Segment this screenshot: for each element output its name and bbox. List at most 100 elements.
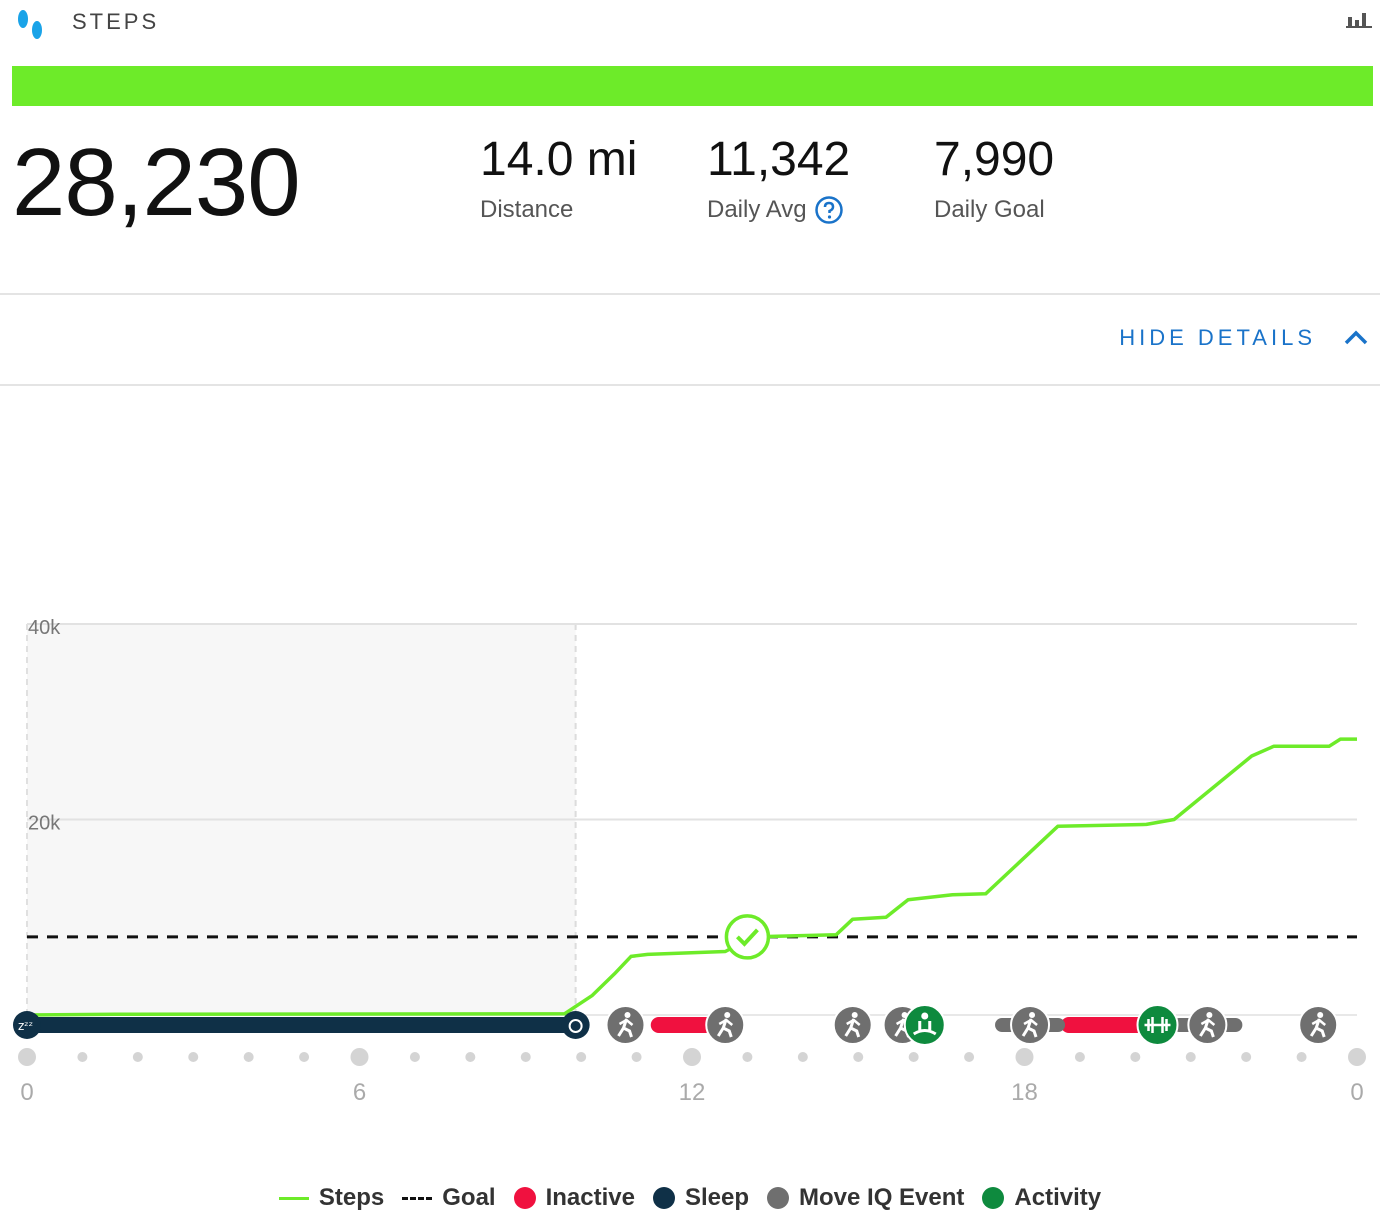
hour-dot bbox=[465, 1052, 476, 1062]
footsteps-icon bbox=[18, 10, 42, 39]
hour-dot bbox=[908, 1052, 919, 1062]
walker-head bbox=[624, 1012, 631, 1018]
legend-inactive: Inactive bbox=[513, 1184, 635, 1212]
legend-goal: Goal bbox=[402, 1184, 496, 1212]
hide-details-button[interactable]: HIDE DETAILS bbox=[1119, 325, 1316, 350]
walker-arms bbox=[1311, 1018, 1327, 1026]
legend-swatch bbox=[402, 1196, 433, 1200]
help-icon[interactable] bbox=[814, 196, 843, 224]
legend-activity: Activity bbox=[982, 1184, 1101, 1212]
hour-dot bbox=[1074, 1052, 1085, 1062]
page-title: STEPS bbox=[72, 9, 160, 34]
daily-goal-label: Daily Goal bbox=[934, 196, 1045, 223]
x-tick-label: 0 bbox=[20, 1079, 33, 1106]
total-steps: 28,230 bbox=[12, 129, 301, 236]
goal-reached-marker bbox=[724, 914, 771, 960]
walker-head bbox=[1029, 1012, 1036, 1018]
divider bbox=[0, 293, 1380, 295]
daily-goal-stat: 7,990 Daily Goal bbox=[934, 132, 1054, 224]
walker-head bbox=[1206, 1012, 1213, 1018]
hour-dot bbox=[18, 1048, 36, 1066]
walker-leg bbox=[1315, 1026, 1326, 1038]
walker-arms bbox=[1023, 1018, 1038, 1026]
legend-sleep: Sleep bbox=[652, 1184, 749, 1212]
meditation-icon bbox=[921, 1012, 929, 1020]
walker-arms bbox=[618, 1018, 634, 1026]
hour-dot bbox=[1241, 1052, 1252, 1062]
walking-icon bbox=[1298, 1005, 1339, 1045]
walker-head bbox=[851, 1012, 858, 1018]
walker-arms bbox=[846, 1018, 861, 1026]
hour-dot bbox=[576, 1052, 587, 1062]
steps-line bbox=[26, 737, 1357, 1017]
hour-dot bbox=[77, 1052, 88, 1062]
steps-header: STEPS bbox=[0, 0, 1380, 50]
x-tick-label: 0 bbox=[1350, 1079, 1363, 1106]
zzz-icon: zᶻᶻ bbox=[18, 1019, 33, 1033]
distance-stat: 14.0 mi Distance bbox=[480, 132, 637, 224]
distance-label: Distance bbox=[480, 196, 574, 223]
hour-dot bbox=[631, 1052, 642, 1062]
distance-value: 14.0 mi bbox=[480, 133, 638, 186]
legend-swatch bbox=[513, 1187, 536, 1209]
hour-dot bbox=[350, 1048, 369, 1066]
steps-chart: 40k 20k zᶻᶻ 0 6 12 18 0 bbox=[13, 617, 1366, 1106]
chart-legend: Steps Goal Inactive Sleep Move IQ Event … bbox=[0, 1184, 1380, 1212]
hour-dot bbox=[1015, 1048, 1034, 1066]
meditation-body bbox=[912, 1021, 937, 1036]
walker-arms bbox=[718, 1018, 734, 1026]
hour-dot bbox=[188, 1052, 199, 1062]
hour-dot bbox=[132, 1052, 143, 1062]
hour-dot bbox=[1348, 1048, 1366, 1066]
daily-goal-value: 7,990 bbox=[934, 133, 1055, 186]
hour-dot bbox=[964, 1052, 975, 1062]
walker-head bbox=[724, 1012, 731, 1018]
x-tick-label: 12 bbox=[679, 1079, 706, 1106]
walking-icon bbox=[705, 1005, 746, 1045]
sleep-start-icon bbox=[13, 1011, 41, 1039]
hour-dot bbox=[1130, 1052, 1141, 1062]
hour-dot bbox=[1296, 1052, 1307, 1062]
walker-leg bbox=[1027, 1026, 1038, 1038]
daily-avg-value: 11,342 bbox=[707, 133, 851, 186]
legend-move-iq: Move IQ Event bbox=[767, 1184, 964, 1212]
goal-progress-bar bbox=[12, 66, 1373, 106]
activity-marker bbox=[903, 1004, 946, 1046]
hour-dot bbox=[683, 1048, 701, 1066]
divider bbox=[0, 384, 1380, 386]
legend-steps: Steps bbox=[278, 1184, 384, 1212]
legend-swatch bbox=[278, 1196, 309, 1200]
alarm-clock-icon bbox=[561, 1011, 590, 1039]
legend-swatch bbox=[767, 1187, 790, 1209]
y-tick-label: 20k bbox=[28, 813, 61, 835]
walker-leg bbox=[1204, 1026, 1215, 1038]
chevron-up-icon[interactable] bbox=[1342, 328, 1370, 348]
hour-dot bbox=[1185, 1052, 1196, 1062]
walking-icon bbox=[1187, 1005, 1228, 1045]
x-tick-label: 6 bbox=[353, 1079, 366, 1106]
walker-leg bbox=[722, 1026, 733, 1038]
legend-swatch bbox=[982, 1187, 1005, 1209]
bar-chart-icon[interactable] bbox=[1346, 8, 1372, 28]
walker-arms bbox=[1200, 1018, 1216, 1026]
walking-icon bbox=[1010, 1005, 1051, 1045]
hour-dot bbox=[409, 1052, 420, 1062]
daily-avg-stat: 11,342 Daily Avg bbox=[707, 132, 850, 224]
check-icon bbox=[736, 928, 759, 947]
hour-dot bbox=[520, 1052, 531, 1062]
x-tick-label: 18 bbox=[1011, 1079, 1038, 1106]
daily-avg-label: Daily Avg bbox=[707, 196, 807, 223]
walker-leg bbox=[622, 1026, 633, 1038]
hour-dot bbox=[797, 1052, 808, 1062]
y-tick-label: 40k bbox=[28, 617, 61, 639]
walking-icon bbox=[832, 1005, 873, 1045]
dumbbell-icon bbox=[1144, 1017, 1171, 1033]
walker-head bbox=[1317, 1012, 1324, 1018]
hour-dot bbox=[243, 1052, 254, 1062]
hour-dot bbox=[853, 1052, 864, 1062]
hour-dot bbox=[742, 1052, 753, 1062]
hour-dot bbox=[299, 1052, 310, 1062]
walking-icon bbox=[605, 1005, 646, 1045]
alarm-clock-face bbox=[568, 1019, 583, 1033]
walker-leg bbox=[850, 1026, 861, 1038]
